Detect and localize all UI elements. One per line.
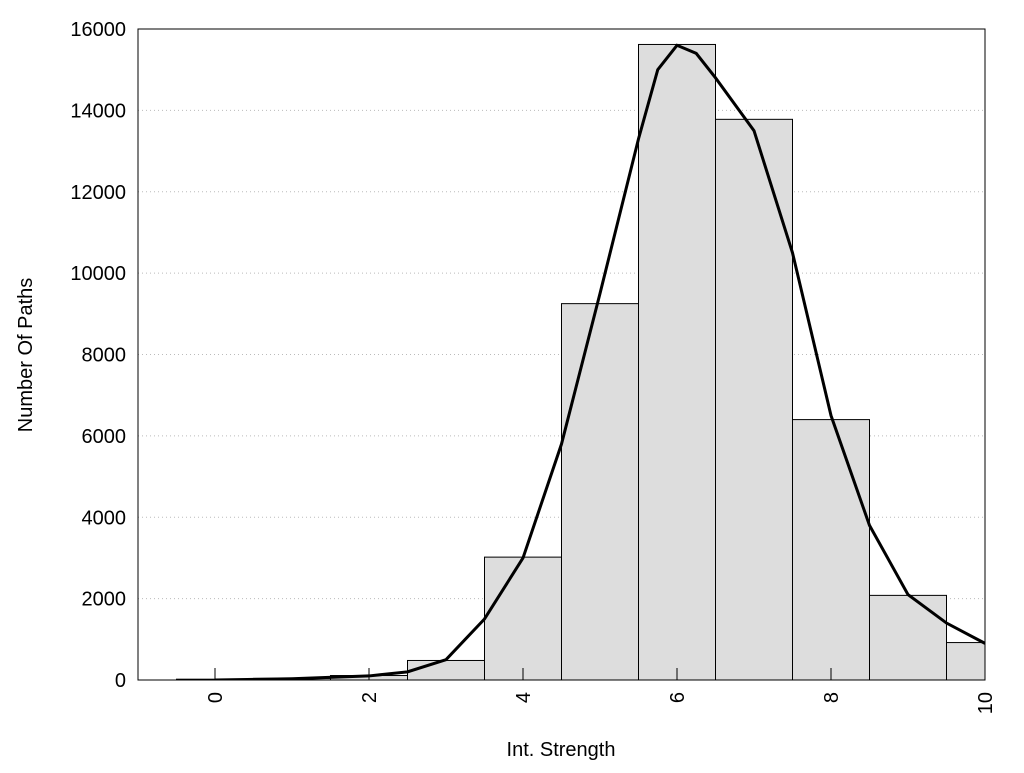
y-tick-label: 2000 [82,589,127,611]
y-tick-label: 0 [115,670,126,692]
y-tick-label: 10000 [70,263,126,285]
y-tick-label: 8000 [82,345,127,367]
bar [407,659,485,680]
x-axis-label: Int. Strength [507,739,616,761]
bar [561,303,639,680]
x-tick-label: 10 [975,692,997,714]
y-tick-label: 12000 [70,182,126,204]
plot-area [176,43,985,680]
x-tick-label: 6 [667,692,689,703]
y-axis-label: Number Of Paths [15,278,37,433]
x-tick-label: 8 [821,692,843,703]
bar [946,642,985,680]
bar [638,43,716,680]
bar [484,556,562,680]
y-tick-label: 6000 [82,426,127,448]
bar [869,594,947,680]
x-tick-label: 4 [513,692,535,703]
bar [792,419,870,680]
y-tick-label: 14000 [70,100,126,122]
density-curve [214,43,985,680]
y-tick-label: 16000 [70,19,126,41]
y-tick-label: 4000 [82,507,127,529]
x-tick-label: 0 [205,692,227,703]
x-tick-label: 2 [359,692,381,703]
bar [715,118,793,680]
plot-frame [137,28,986,681]
